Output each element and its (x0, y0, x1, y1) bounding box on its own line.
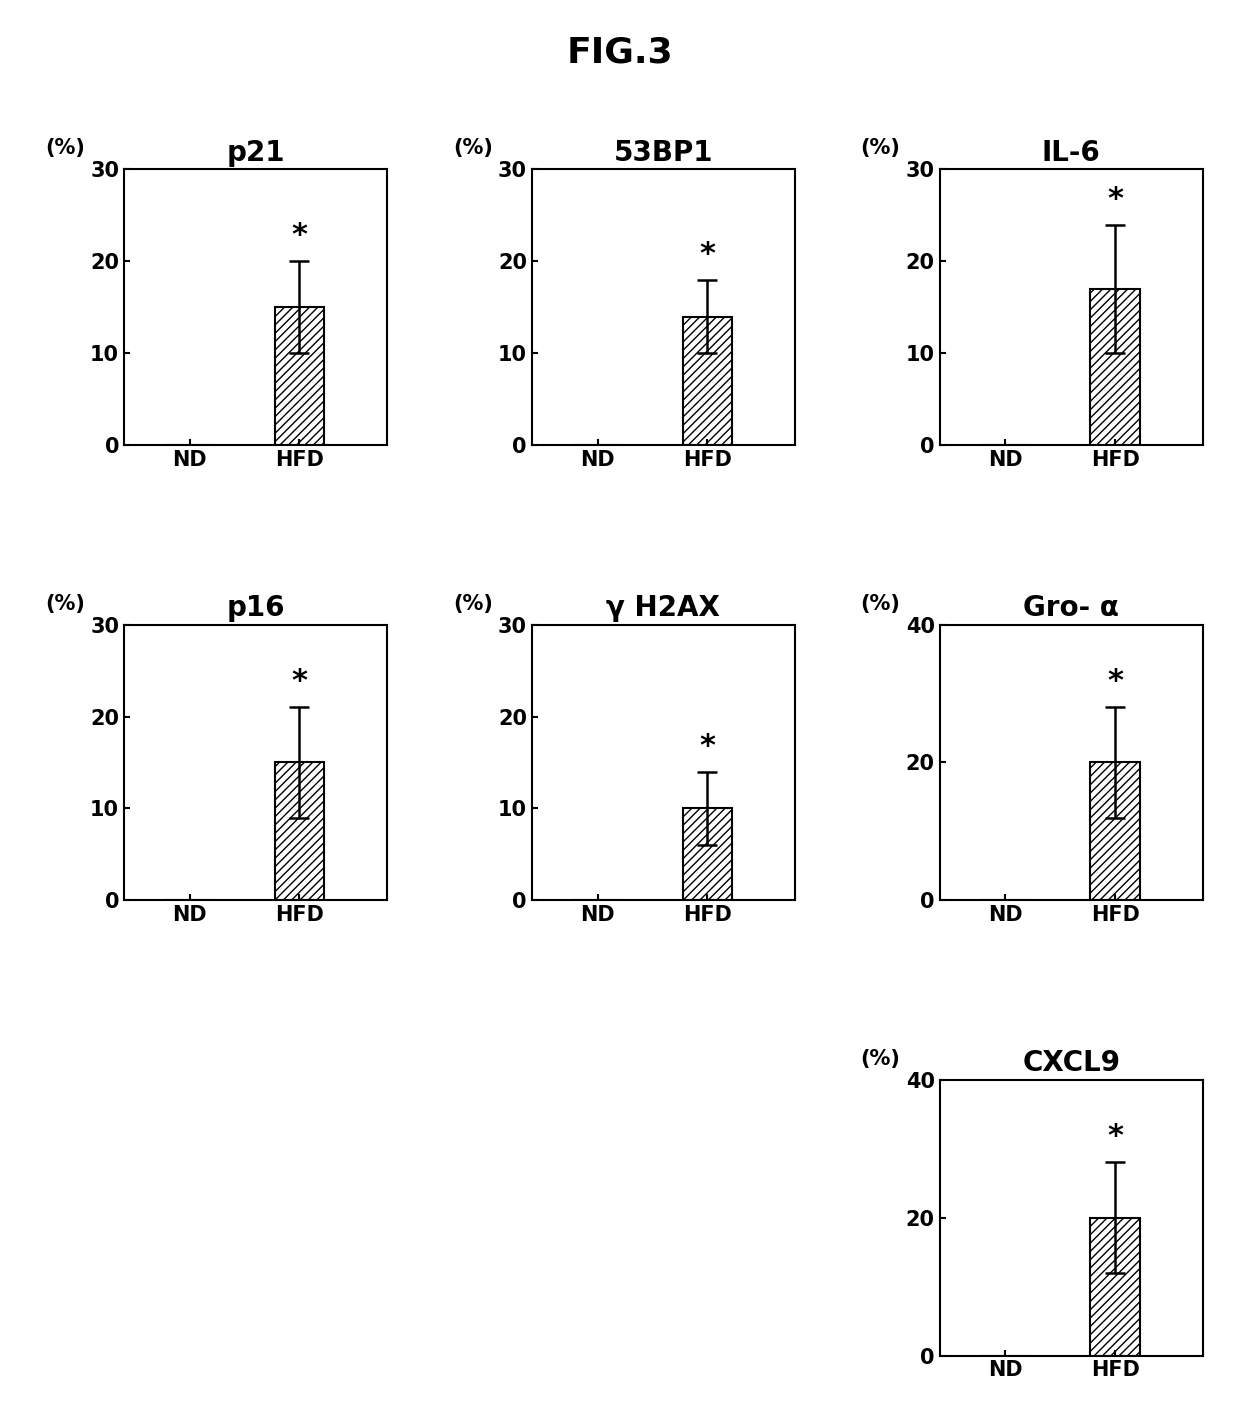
Text: (%): (%) (861, 593, 900, 614)
Text: *: * (1107, 1123, 1123, 1151)
Title: 53BP1: 53BP1 (614, 140, 713, 167)
Bar (275, 762, 324, 901)
Bar (275, 308, 324, 445)
Text: *: * (1107, 185, 1123, 213)
Title: γ H2AX: γ H2AX (606, 594, 720, 623)
Text: (%): (%) (45, 138, 84, 158)
Text: (%): (%) (861, 138, 900, 158)
Title: Gro- α: Gro- α (1023, 594, 1120, 623)
Text: (%): (%) (453, 593, 492, 614)
Bar (1090, 762, 1140, 901)
Text: (%): (%) (861, 1049, 900, 1069)
Title: p21: p21 (227, 140, 285, 167)
Title: IL-6: IL-6 (1042, 140, 1101, 167)
Bar (682, 809, 732, 901)
Bar (682, 316, 732, 445)
Text: (%): (%) (45, 593, 84, 614)
Bar (1090, 289, 1140, 445)
Text: *: * (291, 668, 308, 696)
Text: *: * (699, 731, 715, 761)
Title: CXCL9: CXCL9 (1022, 1049, 1120, 1077)
Bar (1090, 1217, 1140, 1356)
Text: *: * (699, 240, 715, 268)
Text: *: * (291, 222, 308, 250)
Text: *: * (1107, 668, 1123, 696)
Text: FIG.3: FIG.3 (567, 35, 673, 69)
Title: p16: p16 (227, 594, 285, 623)
Text: (%): (%) (453, 138, 492, 158)
